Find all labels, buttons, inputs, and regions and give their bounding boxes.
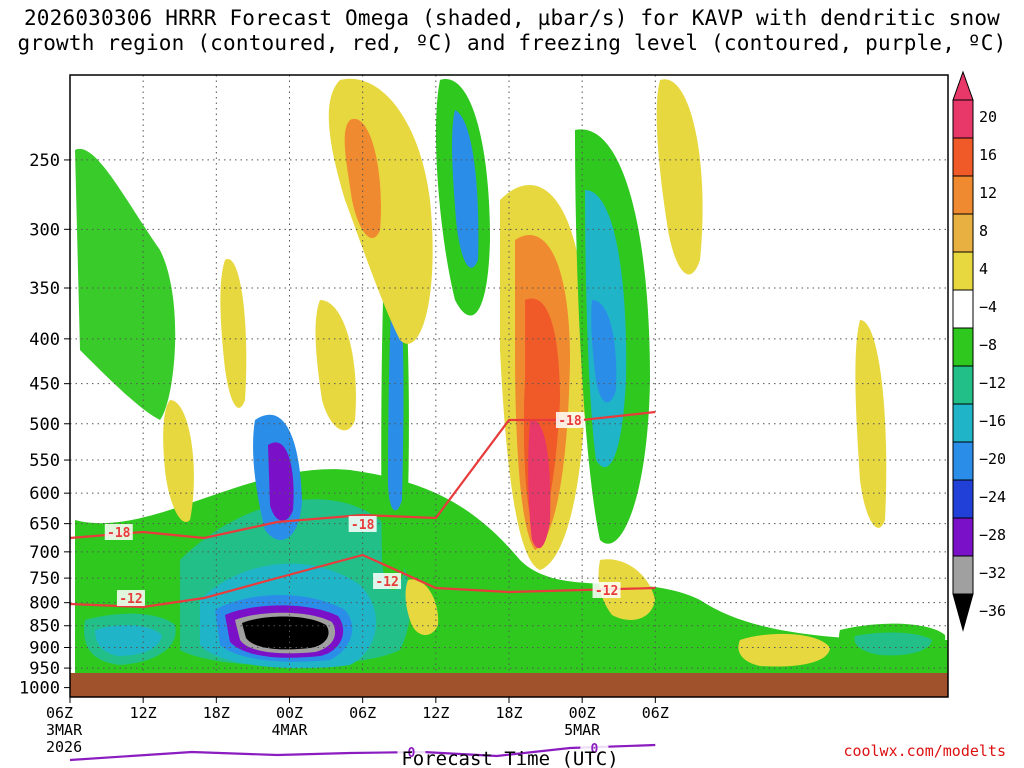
contour-label: -12 <box>595 584 618 599</box>
y-tick-label: 450 <box>29 375 60 395</box>
contour-label: -12 <box>119 592 142 607</box>
credit-link[interactable]: coolwx.com/modelts <box>843 742 1006 760</box>
colorbar-label: −24 <box>979 488 1006 506</box>
colorbar-swatch <box>952 213 974 253</box>
y-tick-label: 500 <box>29 415 60 435</box>
x-tick-date: 3MAR <box>46 721 83 739</box>
x-tick-label: 06Z <box>46 704 73 722</box>
y-tick-label: 550 <box>29 451 60 471</box>
contour-label: -18 <box>351 518 375 533</box>
contour-label: 0 <box>408 746 416 761</box>
contour-label-bg <box>580 740 609 756</box>
colorbar-swatch <box>952 137 974 177</box>
x-tick-label: 06Z <box>642 704 669 722</box>
contour-label-bg <box>373 573 402 589</box>
colorbar-label: 12 <box>979 184 997 202</box>
contour-label-bg <box>348 516 377 532</box>
colorbar-swatch <box>952 555 974 595</box>
y-tick-label: 1000 <box>19 679 60 699</box>
y-axis: 2503003504004505005506006507007508008509… <box>19 151 70 699</box>
y-tick-label: 950 <box>29 659 60 679</box>
x-tick-label: 12Z <box>422 704 449 722</box>
chart-title-line-1: 2026030306 HRRR Forecast Omega (shaded, … <box>23 6 1001 30</box>
colorbar-label: 4 <box>979 260 988 278</box>
colorbar-swatch <box>952 327 974 367</box>
colorbar-swatch <box>952 251 974 291</box>
x-tick-label: 18Z <box>203 704 230 722</box>
colorbar: 20 16 12 8 4 −4 −8 −12 −16 −20 −24 −28 −32 −36 <box>952 70 1006 632</box>
y-tick-label: 650 <box>29 515 60 535</box>
x-tick-label: 06Z <box>349 704 376 722</box>
y-tick-label: 800 <box>29 594 60 614</box>
colorbar-label: −32 <box>979 564 1006 582</box>
y-tick-label: 400 <box>29 330 60 350</box>
contour-label: -12 <box>375 575 398 590</box>
chart-title-line-2: growth region (contoured, red, ºC) and f… <box>17 31 1007 55</box>
y-tick-label: 900 <box>29 638 60 658</box>
ground-strip <box>70 673 948 697</box>
colorbar-arrow-bottom <box>952 593 974 632</box>
colorbar-label: −8 <box>979 336 997 354</box>
contour-label-bg <box>116 590 145 606</box>
contour-label: -18 <box>558 414 582 429</box>
y-tick-label: 750 <box>29 569 60 589</box>
y-tick-label: 600 <box>29 484 60 504</box>
colorbar-label: −12 <box>979 374 1006 392</box>
colorbar-label: −4 <box>979 298 997 316</box>
contour-dgz-minus12 <box>69 553 656 609</box>
y-tick-label: 250 <box>29 151 60 171</box>
contour-label: 0 <box>590 742 598 757</box>
colorbar-swatch <box>952 99 974 139</box>
colorbar-label: 20 <box>979 108 997 126</box>
colorbar-swatch <box>952 479 974 519</box>
y-tick-label: 700 <box>29 543 60 563</box>
contour-freezing-level <box>69 743 656 762</box>
y-tick-label: 850 <box>29 617 60 637</box>
x-tick-label: 18Z <box>495 704 522 722</box>
y-tick-label: 350 <box>29 279 60 299</box>
x-axis-title: Forecast Time (UTC) <box>401 748 618 768</box>
colorbar-swatch <box>952 175 974 215</box>
contour-label-bg <box>397 744 426 760</box>
x-tick-date: 5MAR <box>564 721 601 739</box>
x-tick-label: 00Z <box>569 704 596 722</box>
colorbar-label: −36 <box>979 602 1006 620</box>
colorbar-swatch <box>952 403 974 443</box>
colorbar-label: −16 <box>979 412 1006 430</box>
contours: -18 -18 -18 -12 -12 -12 0 0 <box>69 410 656 762</box>
x-tick-year: 2026 <box>46 738 82 756</box>
colorbar-label: 8 <box>979 222 988 240</box>
x-tick-date: 4MAR <box>271 721 308 739</box>
colorbar-swatch <box>952 365 974 405</box>
x-tick-label: 12Z <box>130 704 157 722</box>
contour-label-bg <box>592 582 621 598</box>
colorbar-arrow-top <box>952 70 974 101</box>
colorbar-label: −28 <box>979 526 1006 544</box>
x-tick-label: 00Z <box>276 704 303 722</box>
colorbar-swatch <box>952 517 974 557</box>
contour-label: -18 <box>107 526 131 541</box>
contour-label-bg <box>104 524 133 540</box>
colorbar-swatch <box>952 441 974 481</box>
chart-title: 2026030306 HRRR Forecast Omega (shaded, … <box>0 6 1024 56</box>
omega-shading <box>75 78 948 697</box>
colorbar-label: −20 <box>979 450 1006 468</box>
y-tick-label: 300 <box>29 220 60 240</box>
contour-label-bg <box>555 412 584 428</box>
colorbar-swatch <box>952 289 974 329</box>
colorbar-label: 16 <box>979 146 997 164</box>
